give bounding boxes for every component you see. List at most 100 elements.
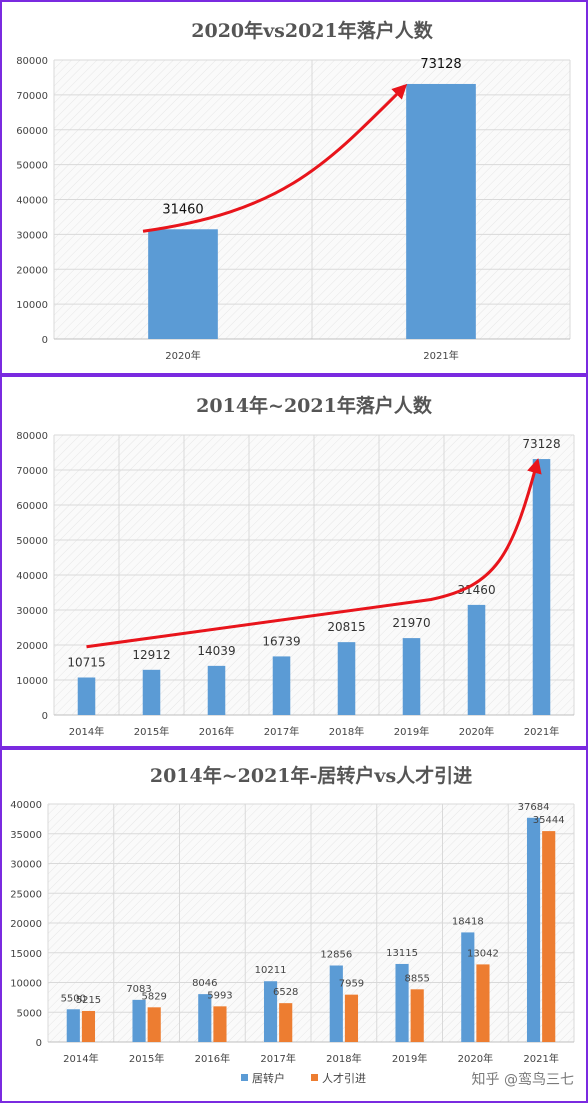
data-label: 5993 xyxy=(207,990,232,1001)
y-tick-label: 10000 xyxy=(10,979,42,990)
data-label: 7083 xyxy=(126,984,151,995)
x-tick-label: 2018年 xyxy=(326,1052,361,1065)
chart-title: 2020年vs2021年落户人数 xyxy=(191,19,433,42)
data-label: 37684 xyxy=(518,802,550,813)
data-label: 7959 xyxy=(339,979,364,990)
data-label: 12912 xyxy=(132,648,170,662)
data-label: 5829 xyxy=(141,991,166,1002)
watermark: 知乎 @鸾鸟三七 xyxy=(471,1072,574,1088)
data-label: 8046 xyxy=(192,978,217,989)
bar-talent xyxy=(476,964,490,1042)
y-tick-label: 5000 xyxy=(17,1008,42,1019)
bar-talent xyxy=(213,1006,227,1042)
y-tick-label: 30000 xyxy=(16,606,48,617)
chart-2014-2021: 2014年~2021年落户人数 0 10000 20000 30000 40000 5000… xyxy=(16,394,575,738)
x-tick-label: 2020年 xyxy=(165,349,200,362)
x-tick-label: 2015年 xyxy=(134,725,169,738)
legend-label: 居转户 xyxy=(252,1071,285,1085)
bar xyxy=(337,642,356,715)
chart-panel-2014-2021: 2014年~2021年落户人数 0 10000 20000 30000 40000 5000… xyxy=(0,375,588,748)
chart-panel-2020-vs-2021: 2020年vs2021年落户人数 0 10000 20000 30000 40000 500… xyxy=(0,0,588,375)
x-tick-label: 2018年 xyxy=(329,725,364,738)
y-tick-label: 60000 xyxy=(16,126,48,137)
data-label: 5500 xyxy=(61,993,86,1004)
bar-talent xyxy=(344,994,359,1042)
y-tick-label: 0 xyxy=(42,335,48,346)
data-label: 13042 xyxy=(467,948,499,959)
data-label: 10715 xyxy=(67,655,105,669)
bar-talent xyxy=(542,831,556,1042)
y-tick-label: 30000 xyxy=(16,230,48,241)
y-tick-label: 50000 xyxy=(16,161,48,172)
chart-panel-residence-vs-talent: 2014年~2021年-居转户vs人才引进 0 5000 10000 15000 2000… xyxy=(0,748,588,1103)
y-tick-label: 40000 xyxy=(16,571,48,582)
y-tick-label: 80000 xyxy=(16,431,48,442)
x-tick-label: 2019年 xyxy=(394,725,429,738)
data-label: 16739 xyxy=(262,634,300,648)
data-label: 18418 xyxy=(452,916,484,927)
y-tick-label: 0 xyxy=(42,711,48,722)
chart-title: 2014年~2021年-居转户vs人才引进 xyxy=(150,764,472,787)
chart-residence-vs-talent: 2014年~2021年-居转户vs人才引进 0 5000 10000 15000 2000… xyxy=(10,764,575,1085)
trend-arrow xyxy=(86,458,542,649)
bar-residence xyxy=(461,932,475,1042)
y-tick-label: 20000 xyxy=(16,265,48,276)
y-tick-label: 70000 xyxy=(16,466,48,477)
data-label: 6528 xyxy=(273,987,298,998)
data-label: 10211 xyxy=(255,965,287,976)
bar-residence xyxy=(263,981,278,1042)
y-tick-label: 20000 xyxy=(16,641,48,652)
y-tick-label: 80000 xyxy=(16,56,48,67)
bar-residence xyxy=(329,965,343,1042)
y-tick-label: 40000 xyxy=(16,196,48,207)
legend-swatch xyxy=(311,1074,318,1081)
y-tick-label: 30000 xyxy=(10,860,42,871)
x-tick-label: 2015年 xyxy=(129,1052,164,1065)
bar xyxy=(148,229,218,339)
chart-title: 2014年~2021年落户人数 xyxy=(196,394,433,417)
x-tick-label: 2014年 xyxy=(63,1052,98,1065)
bar-talent xyxy=(410,989,424,1042)
chart-2020-vs-2021: 2020年vs2021年落户人数 0 10000 20000 30000 40000 500… xyxy=(16,19,571,362)
x-tick-label: 2014年 xyxy=(69,725,104,738)
y-tick-label: 0 xyxy=(36,1038,42,1049)
bar-residence xyxy=(526,817,541,1042)
bar xyxy=(272,656,291,715)
bar-talent xyxy=(147,1007,161,1042)
bar-residence xyxy=(66,1009,80,1042)
bar xyxy=(142,669,161,715)
x-tick-label: 2016年 xyxy=(195,1052,230,1065)
y-tick-label: 15000 xyxy=(10,949,42,960)
data-label: 73128 xyxy=(420,57,461,72)
x-tick-label: 2021年 xyxy=(524,725,559,738)
legend-label: 人才引进 xyxy=(322,1071,366,1085)
y-tick-label: 60000 xyxy=(16,501,48,512)
data-label: 14039 xyxy=(197,644,235,658)
x-tick-label: 2016年 xyxy=(199,725,234,738)
data-label: 73128 xyxy=(522,437,560,451)
y-tick-label: 20000 xyxy=(10,919,42,930)
data-label: 8855 xyxy=(404,973,429,984)
data-label: 12856 xyxy=(320,950,352,961)
x-tick-label: 2017年 xyxy=(264,725,299,738)
bar xyxy=(207,665,226,715)
data-label: 13115 xyxy=(386,948,418,959)
y-tick-label: 40000 xyxy=(10,800,42,811)
legend-swatch xyxy=(241,1074,248,1081)
x-tick-label: 2017年 xyxy=(260,1052,295,1065)
y-tick-label: 35000 xyxy=(10,830,42,841)
data-label: 35444 xyxy=(533,815,565,826)
bar xyxy=(402,638,421,715)
data-label: 31460 xyxy=(162,202,203,217)
x-tick-label: 2021年 xyxy=(523,1052,558,1065)
x-tick-label: 2020年 xyxy=(458,1052,493,1065)
bar-residence xyxy=(198,994,212,1042)
y-tick-label: 70000 xyxy=(16,91,48,102)
bar-residence xyxy=(395,963,409,1042)
x-tick-label: 2019年 xyxy=(392,1052,427,1065)
bar xyxy=(532,459,551,715)
y-tick-label: 25000 xyxy=(10,889,42,900)
bar-talent xyxy=(81,1010,96,1042)
bar xyxy=(77,677,96,715)
bar xyxy=(467,604,486,715)
